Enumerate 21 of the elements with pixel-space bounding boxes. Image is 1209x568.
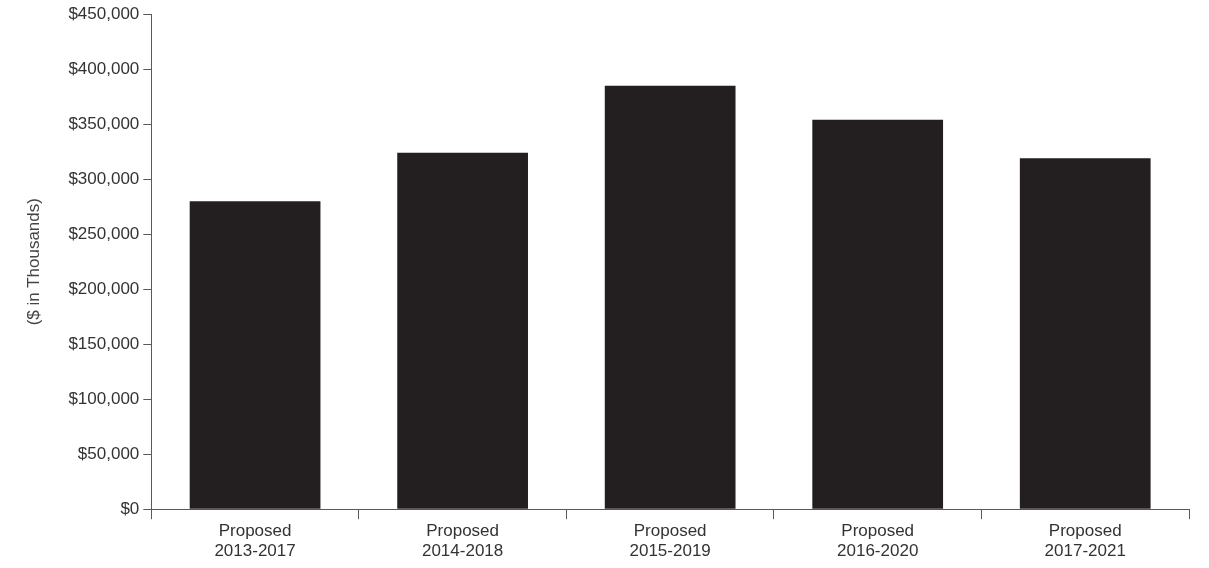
x-tick-label: Proposed 2016-2020	[837, 521, 919, 561]
y-tick-label: $450,000	[68, 3, 140, 23]
bar	[1019, 158, 1151, 509]
y-axis-title: ($ in Thousands)	[23, 198, 43, 326]
x-tick-label: Proposed 2014-2018	[421, 521, 504, 561]
y-tick-label: $50,000	[77, 443, 140, 463]
bar	[189, 201, 321, 509]
y-tick-label: $100,000	[68, 388, 140, 408]
bar	[812, 119, 944, 509]
y-tick-label: $0	[120, 498, 140, 518]
y-tick-label: $200,000	[68, 278, 140, 298]
x-tick-label: Proposed 2013-2017	[214, 521, 296, 561]
bar	[397, 152, 528, 509]
x-tick-label: Proposed 2015-2019	[629, 521, 711, 561]
y-tick-label: $300,000	[68, 168, 140, 188]
x-tick-label: Proposed 2017-2021	[1044, 521, 1126, 561]
y-tick-label: $150,000	[68, 333, 140, 353]
bar	[604, 85, 736, 509]
y-tick-label: $400,000	[68, 58, 140, 78]
y-tick-label: $250,000	[68, 223, 140, 243]
y-tick-label: $350,000	[68, 113, 140, 133]
